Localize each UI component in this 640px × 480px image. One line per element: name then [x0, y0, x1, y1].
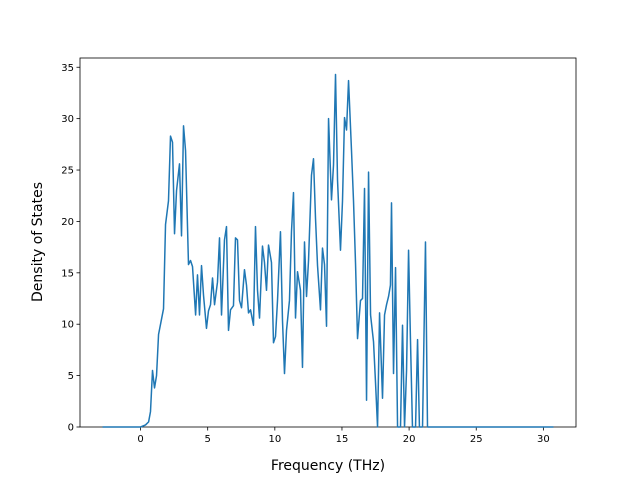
- x-tick-label: 20: [403, 434, 416, 445]
- x-tick-label: 30: [537, 434, 550, 445]
- x-tick-label: 0: [137, 434, 143, 445]
- line-series: [102, 73, 554, 428]
- x-tick-label: 25: [470, 434, 483, 445]
- y-tick-label: 35: [61, 63, 74, 74]
- axes-frame: [79, 57, 577, 428]
- y-tick-label: 20: [61, 217, 74, 228]
- y-tick-label: 25: [61, 166, 74, 177]
- y-tick-label: 15: [61, 268, 74, 279]
- x-tick-label: 5: [205, 434, 211, 445]
- y-tick-label: 5: [68, 371, 74, 382]
- y-tick-label: 0: [68, 423, 74, 434]
- y-tick-label: 10: [61, 320, 74, 331]
- x-axis-label: Frequency (THz): [271, 458, 385, 474]
- y-tick-label: 30: [61, 114, 74, 125]
- x-tick-label: 10: [268, 434, 281, 445]
- y-axis-label: Density of States: [30, 182, 46, 302]
- x-tick-label: 15: [336, 434, 349, 445]
